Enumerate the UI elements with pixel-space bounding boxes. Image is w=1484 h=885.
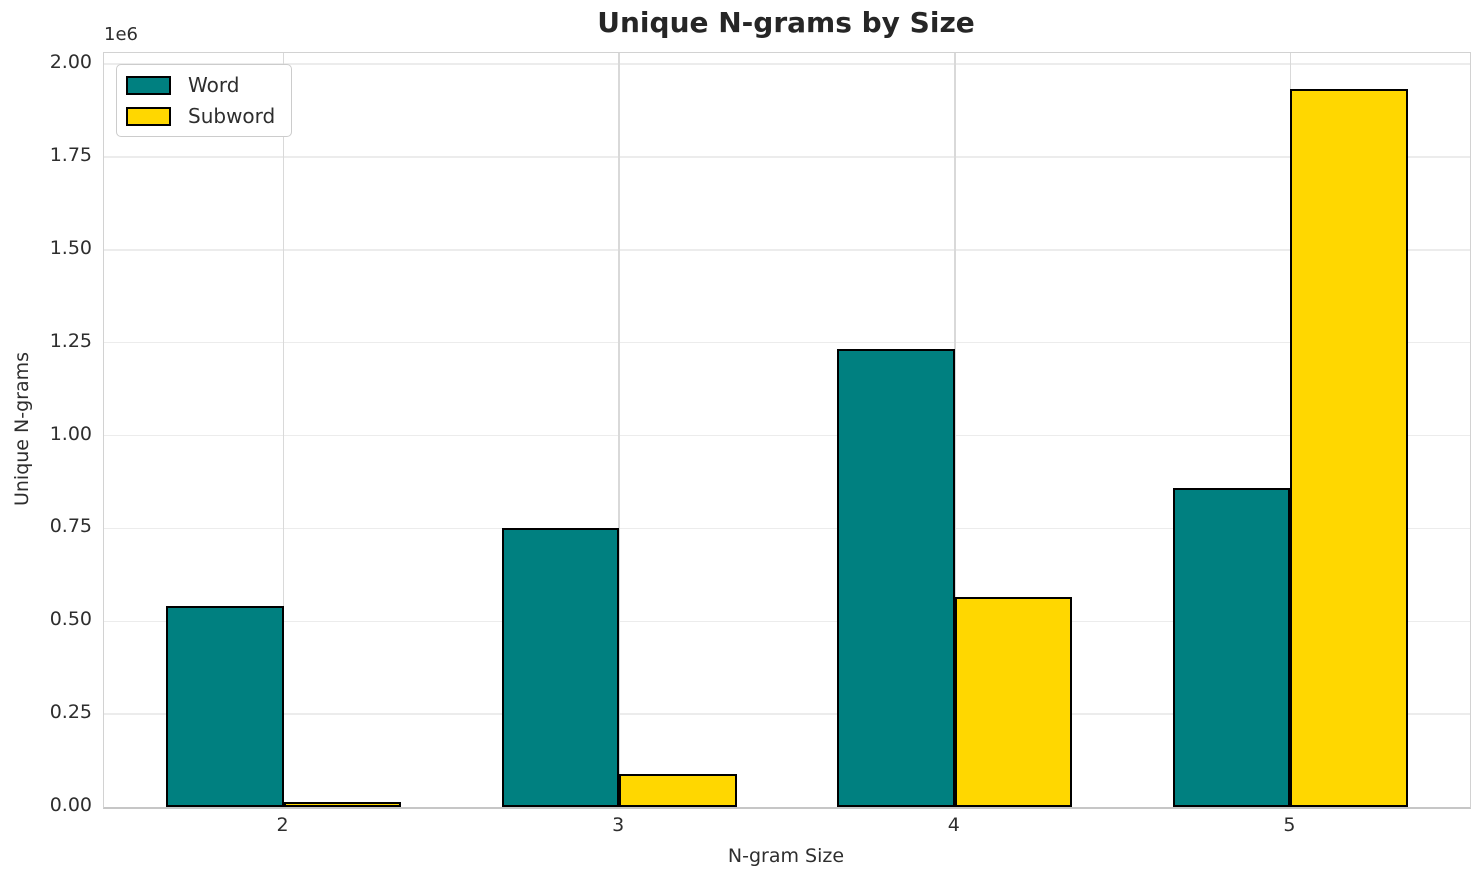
y-tick-label: 1.75 xyxy=(49,144,92,166)
bar-subword-ngram-3 xyxy=(619,773,737,807)
y-tick-label: 1.25 xyxy=(49,329,92,352)
y-tick-label: 0.50 xyxy=(49,608,92,631)
x-tick-label: 5 xyxy=(1283,814,1296,836)
h-gridline xyxy=(104,156,1470,158)
h-gridline xyxy=(104,527,1470,530)
x-tick-label: 3 xyxy=(612,814,625,836)
v-gridline xyxy=(954,53,956,807)
legend-label: Subword xyxy=(188,104,276,128)
v-gridline xyxy=(282,53,285,807)
legend-swatch-icon xyxy=(126,75,171,95)
legend-entry-word: Word xyxy=(126,75,275,95)
legend-entry-subword: Subword xyxy=(126,106,275,126)
y-tick-label: 0.25 xyxy=(49,701,92,724)
bar-subword-ngram-5 xyxy=(1290,88,1408,807)
bar-word-ngram-5 xyxy=(1172,487,1291,807)
legend-label: Word xyxy=(188,73,240,97)
bar-word-ngram-4 xyxy=(837,348,955,807)
bar-word-ngram-2 xyxy=(166,606,284,807)
h-gridline xyxy=(104,341,1470,344)
chart-title: Unique N-grams by Size xyxy=(597,6,975,39)
plot-area: Word Subword xyxy=(103,52,1471,809)
h-gridline xyxy=(104,63,1470,65)
h-gridline xyxy=(104,713,1470,715)
h-gridline xyxy=(104,620,1470,623)
x-tick-label: 2 xyxy=(276,814,289,836)
y-tick-label: 2.00 xyxy=(49,51,92,74)
legend: Word Subword xyxy=(116,64,293,137)
bar-word-ngram-3 xyxy=(501,527,620,807)
bar-subword-ngram-4 xyxy=(954,597,1073,807)
x-axis-label: N-gram Size xyxy=(727,845,845,867)
y-tick-label: 1.50 xyxy=(49,236,92,259)
x-tick-label: 4 xyxy=(947,814,960,836)
h-gridline xyxy=(104,249,1470,251)
legend-swatch-icon xyxy=(126,106,171,126)
y-tick-label: 1.00 xyxy=(49,422,92,445)
v-gridline xyxy=(618,53,620,807)
h-gridline xyxy=(104,434,1470,437)
y-tick-label: 0.00 xyxy=(49,794,92,816)
bar-subword-ngram-2 xyxy=(283,802,402,807)
y-axis-offset-label: 1e6 xyxy=(104,24,138,45)
y-tick-label: 0.75 xyxy=(49,515,92,538)
